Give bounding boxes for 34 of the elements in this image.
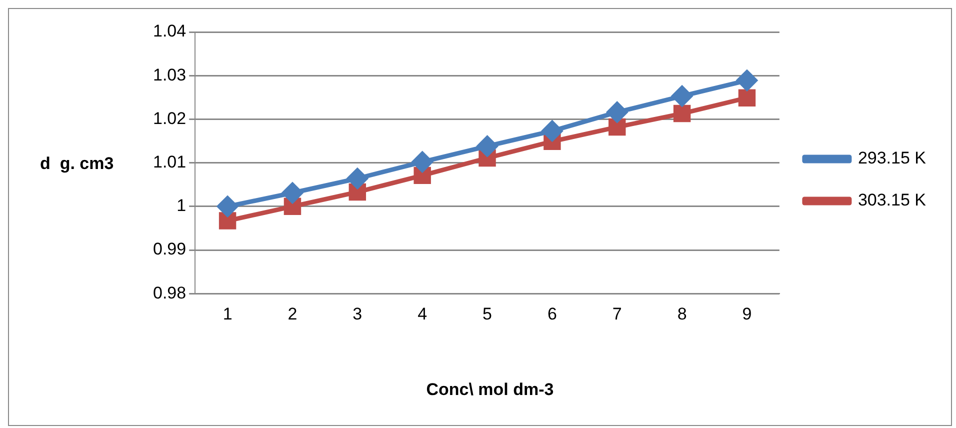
x-tick-label: 3 (352, 304, 362, 324)
y-tick-label: 1.02 (152, 108, 186, 128)
point (608, 118, 626, 136)
point (542, 120, 562, 142)
point (347, 168, 368, 189)
x-tick-label: 8 (677, 304, 687, 324)
x-tick-label: 7 (612, 304, 622, 324)
point (217, 196, 238, 217)
y-tick-label: 1 (176, 196, 186, 216)
y-tick-label: 1.04 (152, 22, 186, 41)
point (477, 136, 498, 156)
point (738, 89, 756, 106)
point (282, 182, 303, 204)
x-tick-label: 1 (222, 304, 232, 324)
x-tick-label: 9 (742, 304, 752, 324)
point (412, 152, 433, 172)
point (414, 166, 431, 184)
y-axis-title: d g. cm3 (40, 154, 114, 174)
point (672, 86, 692, 106)
x-axis-title: Conc\ mol dm-3 (425, 380, 555, 400)
y-tick-label: 0.98 (152, 283, 186, 302)
legend-label: 293.15 K (858, 148, 927, 168)
legend-label: 303.15 K (858, 190, 927, 210)
point (606, 102, 628, 122)
point (218, 212, 236, 230)
y-tick-label: 1.01 (152, 152, 186, 172)
x-tick-label: 2 (288, 304, 298, 324)
x-tick-label: 5 (482, 304, 492, 324)
y-tick-label: 0.99 (152, 240, 186, 259)
point (736, 70, 758, 91)
x-tick-label: 4 (418, 304, 428, 324)
x-tick-label: 6 (547, 304, 557, 324)
y-tick-label: 1.03 (152, 65, 186, 84)
point (673, 104, 691, 122)
